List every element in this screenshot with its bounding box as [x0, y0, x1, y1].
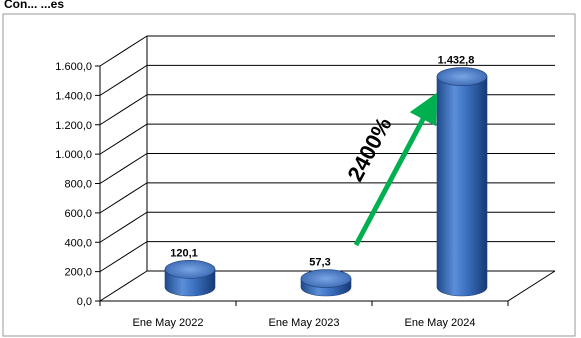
- y-tick-label: 1.200,0: [55, 120, 92, 132]
- floor-right-edge: [507, 270, 556, 302]
- y-tick-label: 1.600,0: [55, 61, 92, 73]
- plot-area: 0,0 200,0 400,0 600,0 800,0 1.000,0 1.200,0 1.4…: [55, 35, 556, 329]
- bar-cap: [164, 260, 216, 279]
- y-tick-label: 800,0: [64, 179, 92, 191]
- grid-diagonal: [99, 182, 148, 214]
- y-tick-label: 600,0: [64, 208, 92, 220]
- data-label: 120,1: [170, 247, 198, 259]
- y-tick-label: 1.400,0: [55, 90, 92, 102]
- chart-frame: [2, 13, 576, 337]
- y-tick-label: 400,0: [64, 237, 92, 249]
- grid-diagonal: [99, 123, 148, 155]
- grid-diagonal: [99, 270, 148, 302]
- chart-header-fragment: Con... ...es: [4, 0, 64, 11]
- y-tick-label: 1.000,0: [55, 149, 92, 161]
- growth-arrow: [353, 92, 438, 247]
- grid-diagonal: [99, 211, 148, 243]
- data-label: 57,3: [309, 257, 330, 269]
- y-tick-label: 200,0: [64, 267, 92, 279]
- grid-diagonal: [99, 35, 148, 67]
- data-label: 1.432,8: [438, 55, 475, 67]
- bar-cylinder: [436, 76, 488, 297]
- grid-diagonal: [99, 64, 148, 96]
- x-tick-label: Ene May 2022: [133, 317, 204, 329]
- x-tick-label: Ene May 2024: [405, 317, 476, 329]
- x-tick-label: Ene May 2023: [269, 317, 340, 329]
- grid-diagonal: [99, 153, 148, 184]
- bar-cap: [300, 269, 352, 288]
- bar-cap: [436, 67, 488, 86]
- y-tick-label: 0,0: [77, 296, 92, 308]
- grid-diagonal: [99, 241, 148, 273]
- grid-diagonal: [99, 94, 148, 126]
